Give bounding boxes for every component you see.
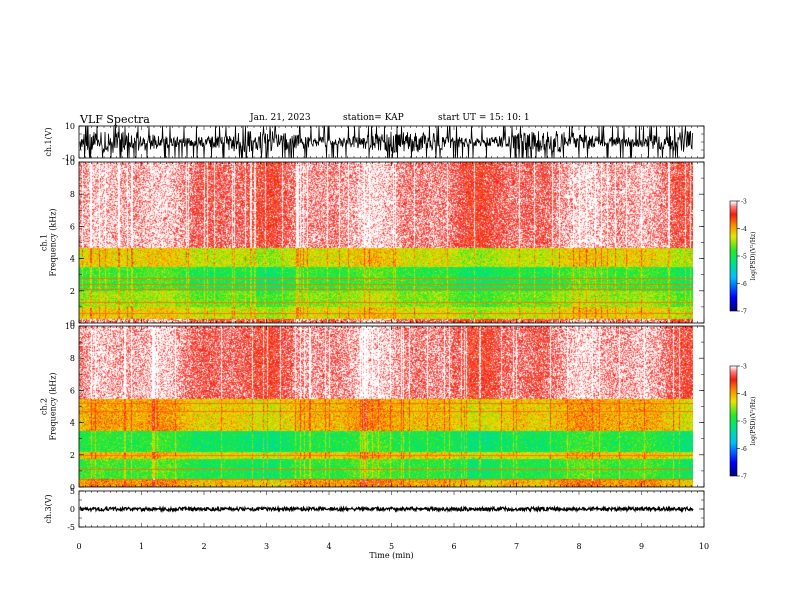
panel-ch1-spectrogram: -3 -4 -5 -6 -7 log(PSD)(V²/Hz) 0 2 4 6 8 10 ch.1 Freq… bbox=[40, 158, 758, 328]
colorbar-tick-label: -5 bbox=[741, 419, 747, 426]
y-tick-label: -10 bbox=[62, 154, 75, 163]
y-tick-label: 2 bbox=[70, 451, 75, 460]
panel-ch3-waveform: 5 0 -5 ch.3(V) 0 1 2 3 4 5 6 7 8 9 10 Time (min) bbox=[44, 487, 709, 560]
station-label: station= KAP bbox=[343, 113, 404, 123]
ch2-spectrogram-colorbar bbox=[730, 366, 737, 476]
y-axis-label: ch.1 bbox=[40, 234, 49, 251]
ch1-spectrogram-colorbar bbox=[730, 201, 737, 311]
x-tick-label: 9 bbox=[639, 542, 644, 551]
colorbar-tick-label: -3 bbox=[741, 364, 747, 371]
y-axis-label: ch.3(V) bbox=[44, 494, 53, 523]
colorbar-tick-label: -4 bbox=[741, 391, 747, 398]
y-tick-label: 0 bbox=[70, 505, 75, 514]
y-tick-label: 4 bbox=[70, 419, 75, 428]
y-tick-label: 4 bbox=[70, 255, 75, 264]
ch1-spectrogram-image bbox=[79, 162, 693, 323]
y-axis-label: ch.1(V) bbox=[44, 127, 53, 156]
y-tick-label: 5 bbox=[70, 487, 75, 496]
y-tick-label: 10 bbox=[65, 158, 75, 167]
y-tick-label: 2 bbox=[70, 287, 75, 296]
x-tick-label: 6 bbox=[451, 542, 456, 551]
y-tick-label: 0 bbox=[70, 483, 75, 492]
start-time-label: start UT = 15: 10: 1 bbox=[438, 113, 530, 123]
y-tick-label: 10 bbox=[65, 322, 75, 331]
colorbar-tick-label: -7 bbox=[741, 474, 747, 481]
x-tick-label: 8 bbox=[576, 542, 581, 551]
panel-ch2-spectrogram: -3 -4 -5 -6 -7 log(PSD)(V²/Hz) 0 2 4 6 8 10 ch.2 Freq… bbox=[40, 322, 758, 492]
ch2-spectrogram-image bbox=[79, 326, 693, 487]
colorbar-tick-label: -6 bbox=[741, 281, 747, 288]
y-tick-label: 6 bbox=[70, 222, 75, 231]
y-axis-label: Frequency (kHz) bbox=[49, 372, 58, 440]
x-tick-label: 4 bbox=[326, 542, 331, 551]
x-tick-label: 10 bbox=[699, 542, 709, 551]
y-tick-label: -5 bbox=[67, 523, 75, 532]
y-axis-label: ch.2 bbox=[40, 398, 49, 415]
y-tick-label: 8 bbox=[70, 190, 75, 199]
y-tick-label: 10 bbox=[65, 122, 75, 131]
ch3-waveform-trace bbox=[79, 505, 694, 514]
colorbar-tick-label: -7 bbox=[741, 309, 747, 316]
x-tick-label: 2 bbox=[201, 542, 206, 551]
y-tick-label: 8 bbox=[70, 354, 75, 363]
colorbar-tick-label: -6 bbox=[741, 446, 747, 453]
figure-title: VLF Spectra bbox=[80, 113, 150, 126]
colorbar-label: log(PSD)(V²/Hz) bbox=[750, 232, 757, 281]
colorbar-tick-label: -4 bbox=[741, 226, 747, 233]
x-tick-label: 3 bbox=[264, 542, 269, 551]
y-tick-label: 6 bbox=[70, 386, 75, 395]
x-tick-label: 7 bbox=[514, 542, 519, 551]
y-tick-label: 0 bbox=[70, 319, 75, 328]
y-axis-label: Frequency (kHz) bbox=[49, 208, 58, 276]
colorbar-tick-label: -3 bbox=[741, 199, 747, 206]
x-tick-label: 0 bbox=[76, 542, 81, 551]
date-label: Jan. 21, 2023 bbox=[250, 113, 311, 123]
colorbar-tick-label: -5 bbox=[741, 254, 747, 261]
ch1-waveform-trace bbox=[79, 125, 694, 159]
x-tick-label: 5 bbox=[389, 542, 394, 551]
colorbar-label: log(PSD)(V²/Hz) bbox=[750, 397, 757, 446]
x-axis-label: Time (min) bbox=[369, 551, 413, 560]
panel-ch1-waveform: 10 -10 ch.1(V) bbox=[44, 122, 705, 163]
x-tick-label: 1 bbox=[139, 542, 144, 551]
